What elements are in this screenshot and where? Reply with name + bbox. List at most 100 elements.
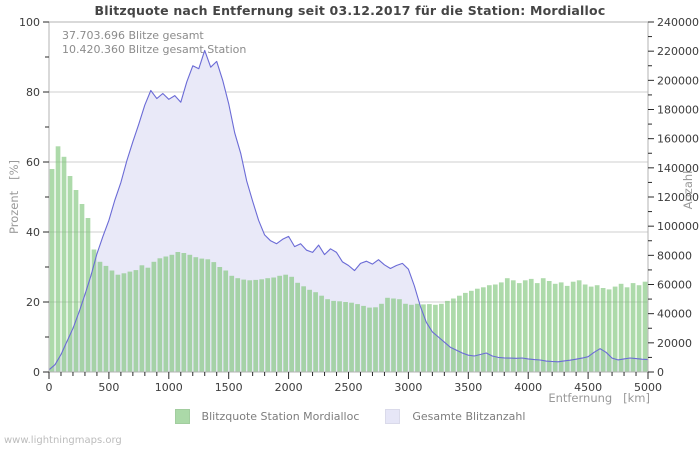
- legend-label-station: Blitzquote Station Mordialloc: [201, 410, 360, 423]
- station-quote-bar: [217, 267, 223, 372]
- station-quote-bar: [498, 282, 504, 372]
- y-left-tick-label: 40: [26, 226, 40, 239]
- station-quote-bar: [564, 285, 570, 372]
- station-quote-bar: [522, 280, 528, 372]
- station-quote-bar: [169, 254, 175, 373]
- station-quote-bar: [97, 261, 103, 373]
- station-quote-bar: [373, 307, 378, 373]
- station-quote-bar: [193, 257, 199, 372]
- x-tick-label: 4000: [514, 381, 542, 394]
- station-quote-bar: [534, 283, 540, 372]
- station-quote-bar: [504, 278, 510, 372]
- station-quote-bar: [73, 190, 79, 372]
- station-quote-bar: [205, 259, 211, 372]
- station-quote-bar: [433, 304, 438, 372]
- legend: Blitzquote Station Mordialloc Gesamte Bl…: [0, 409, 700, 424]
- station-quote-bar: [85, 218, 91, 372]
- station-quote-bar: [409, 304, 414, 372]
- y-right-tick-label: 200000: [657, 74, 699, 87]
- legend-swatch-green: [174, 409, 190, 424]
- station-quote-bar: [606, 289, 612, 372]
- station-quote-bar: [451, 298, 456, 372]
- y-right-tick-label: 120000: [657, 191, 699, 204]
- total-flashes-area: [49, 50, 648, 373]
- station-quote-bar: [576, 280, 582, 372]
- station-quote-bar: [582, 284, 588, 372]
- station-quote-bar: [319, 295, 324, 372]
- x-tick-label: 3000: [394, 381, 422, 394]
- station-quote-bar: [528, 278, 534, 372]
- y-right-tick-label: 180000: [657, 104, 699, 117]
- station-quote-bar: [181, 253, 187, 372]
- annotation-box: 37.703.696 Blitze gesamt 10.420.360 Blit…: [62, 29, 246, 57]
- station-quote-bar: [486, 285, 492, 372]
- station-quote-bar: [103, 265, 109, 372]
- y-right-tick-label: 20000: [657, 337, 692, 350]
- station-quote-bar: [127, 271, 133, 372]
- station-quote-bar: [457, 295, 462, 372]
- y-right-tick-label: 100000: [657, 220, 699, 233]
- x-tick-label: 1500: [215, 381, 243, 394]
- x-tick-label: 5000: [634, 381, 662, 394]
- station-quote-bar: [469, 290, 474, 372]
- y-left-tick-label: 20: [26, 296, 40, 309]
- station-quote-bar: [480, 287, 486, 372]
- station-quote-bar: [349, 302, 354, 372]
- y-right-tick-label: 60000: [657, 279, 692, 292]
- station-quote-bar: [337, 301, 342, 372]
- y-right-tick-label: 40000: [657, 308, 692, 321]
- station-quote-bar: [636, 285, 642, 372]
- station-quote-bar: [271, 277, 277, 372]
- y-left-tick-label: 60: [26, 156, 40, 169]
- station-quote-bar: [115, 274, 121, 372]
- y-left-tick-label: 0: [33, 366, 40, 379]
- station-quote-bar: [229, 275, 235, 373]
- station-quote-bar: [91, 249, 97, 372]
- station-quote-bar: [139, 265, 145, 373]
- station-quote-bar: [558, 282, 564, 372]
- legend-label-total: Gesamte Blitzanzahl: [412, 410, 526, 423]
- station-quote-bar: [49, 169, 55, 372]
- station-quote-bar: [55, 146, 61, 373]
- station-quote-bar: [630, 283, 636, 372]
- station-quote-bar: [600, 288, 606, 372]
- station-quote-bar: [439, 303, 444, 373]
- station-quote-bar: [570, 281, 576, 372]
- station-quote-bar: [295, 282, 300, 373]
- station-quote-bar: [540, 278, 546, 372]
- y-axis-label-left: Prozent [%]: [7, 159, 21, 235]
- station-quote-bar: [151, 261, 157, 373]
- station-quote-bar: [474, 288, 480, 372]
- station-quote-bar: [61, 156, 67, 373]
- station-quote-bar: [175, 252, 181, 372]
- station-quote-bar: [325, 299, 330, 372]
- station-quote-bar: [133, 270, 139, 372]
- station-quote-bar: [355, 304, 360, 372]
- y-right-tick-label: 0: [657, 366, 664, 379]
- x-tick-label: 3500: [454, 381, 482, 394]
- station-quote-bar: [307, 289, 312, 373]
- station-quote-bar: [397, 299, 402, 372]
- station-quote-bar: [403, 303, 408, 373]
- station-quote-bar: [109, 270, 115, 372]
- y-right-tick-label: 160000: [657, 133, 699, 146]
- station-quote-bar: [367, 307, 372, 372]
- station-quote-bar: [415, 303, 420, 373]
- y-right-tick-label: 240000: [657, 16, 699, 29]
- y-left-tick-label: 80: [26, 86, 40, 99]
- station-quote-bar: [313, 292, 318, 372]
- y-axis-label-right: Anzahl: [681, 170, 695, 210]
- station-quote-bar: [247, 280, 253, 372]
- x-tick-label: 500: [98, 381, 119, 394]
- station-quote-bar: [612, 286, 618, 372]
- station-quote-bar: [145, 267, 151, 372]
- station-quote-bar: [253, 279, 259, 372]
- station-quote-bar: [241, 279, 247, 372]
- station-quote-bar: [492, 284, 498, 372]
- chart-title: Blitzquote nach Entfernung seit 03.12.20…: [94, 3, 606, 18]
- station-quote-bar: [289, 276, 294, 372]
- station-quote-bar: [379, 303, 384, 373]
- station-quote-bar: [427, 304, 432, 372]
